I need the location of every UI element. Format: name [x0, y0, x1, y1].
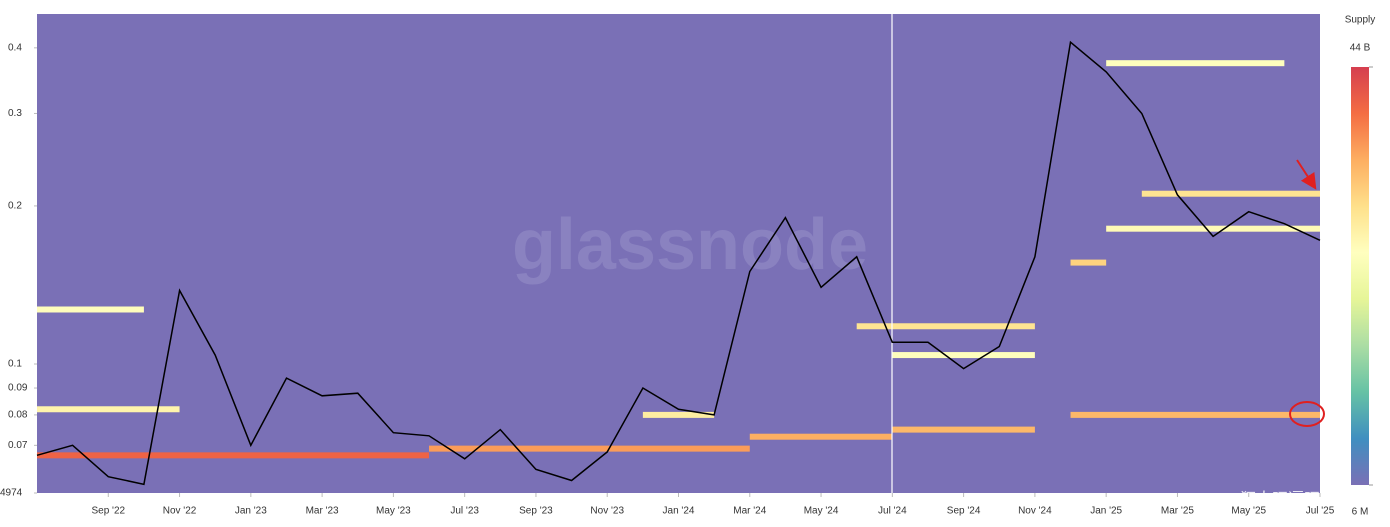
cost-basis-band	[1070, 259, 1107, 266]
x-tick-label: Jan '24	[663, 506, 695, 517]
cost-basis-band	[892, 426, 1035, 433]
cost-basis-band	[37, 406, 180, 413]
x-tick-label: Mar '23	[306, 506, 339, 517]
colorbar-tick-label: 44 B	[1350, 43, 1371, 54]
y-tick-label: 0.3	[8, 108, 22, 119]
y-tick-label: 0.4	[8, 42, 22, 53]
colorbar-tick-label: 6 M	[1352, 507, 1369, 518]
cost-basis-band	[1141, 190, 1320, 197]
y-tick-label: 0.07	[8, 440, 28, 451]
y-tick-label: 0.2	[8, 201, 22, 212]
y-tick-label: 0.1	[8, 359, 22, 370]
cost-basis-band	[1070, 411, 1320, 418]
x-tick-label: Jan '25	[1090, 506, 1122, 517]
y-tick-label: 0.09	[8, 383, 28, 394]
x-tick-label: Nov '24	[1018, 506, 1052, 517]
cost-basis-band	[856, 323, 1035, 330]
source-watermark: 狂人叨逼叨	[1240, 490, 1320, 508]
x-tick-label: Sep '24	[947, 506, 981, 517]
x-tick-label: May '23	[376, 506, 411, 517]
cost-basis-band	[892, 352, 1035, 359]
cost-basis-band	[1106, 60, 1285, 67]
cost-basis-band	[1106, 225, 1320, 232]
annotation-arrow	[1296, 159, 1317, 190]
x-tick-label: Sep '22	[91, 506, 125, 517]
x-tick-label: May '24	[804, 506, 839, 517]
x-tick-label: Sep '23	[519, 506, 553, 517]
cost-basis-band	[642, 411, 715, 418]
x-tick-label: Jul '23	[450, 506, 479, 517]
cost-basis-band	[749, 433, 893, 440]
colorbar	[1351, 67, 1369, 485]
x-tick-label: Jan '23	[235, 506, 267, 517]
price-line	[36, 40, 1321, 486]
cost-basis-band	[37, 452, 430, 459]
x-tick-label: Jul '25	[1306, 506, 1335, 517]
cost-basis-band	[37, 306, 144, 313]
x-tick-label: May '25	[1231, 506, 1266, 517]
y-tick-label: 0.08	[8, 410, 28, 421]
cost-basis-band	[429, 445, 750, 452]
annotation-circle	[1289, 401, 1325, 427]
x-tick-label: Mar '24	[733, 506, 766, 517]
watermark: glassnode	[512, 205, 868, 285]
x-tick-label: Jul '24	[878, 506, 907, 517]
x-tick-label: Nov '22	[163, 506, 197, 517]
colorbar-title: Supply	[1345, 15, 1376, 26]
x-tick-label: Mar '25	[1161, 506, 1194, 517]
y-tick-label: 4974	[0, 488, 23, 499]
x-tick-label: Nov '23	[590, 506, 624, 517]
